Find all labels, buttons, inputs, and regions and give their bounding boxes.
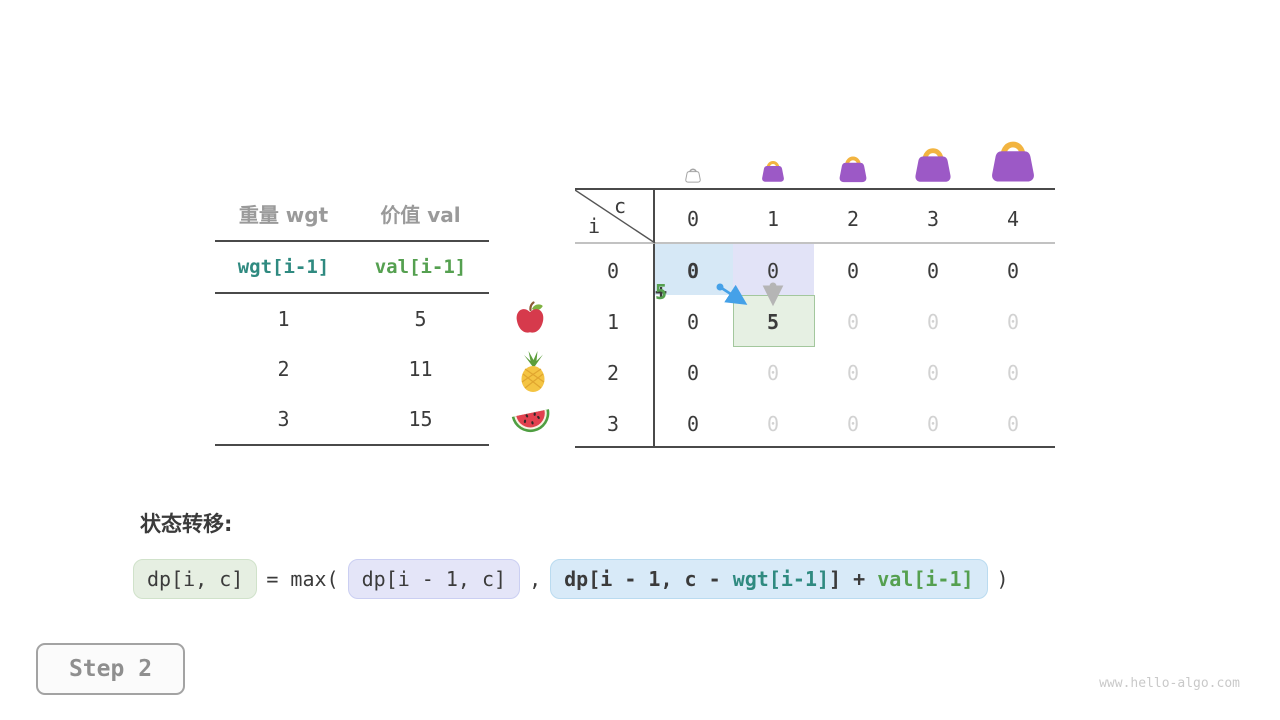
item1-weight: 1 [277,307,290,331]
dp-cell-3-4: 0 [1006,412,1020,436]
value-column-header: 价值 val [380,202,461,227]
row-header-3: 3 [606,412,620,436]
dp-table: c i 0 1 2 3 4 0 1 2 3 0 0 0 0 0 0 5 0 0 … [575,188,1055,448]
bag-medium-icon [838,151,868,183]
formula-equals-max: = max( [266,567,339,591]
weight-column-header: 重量 wgt [238,202,329,227]
item3-value: 15 [408,407,433,431]
dp-cell-2-0: 0 [686,361,700,385]
state-transfer-formula: dp[i, c] = max( dp[i - 1, c] , dp[i - 1,… [133,559,1009,599]
dp-cell-1-4: 0 [1006,310,1020,334]
formula-chip-option-skip: dp[i - 1, c] [347,559,521,599]
formula-comma: , [529,567,542,591]
dp-cell-0-1: 0 [766,259,780,283]
item-row-3: 3 15 [215,394,489,444]
dp-cell-0-0: 0 [686,259,700,283]
bag-large-icon [913,141,953,183]
watermelon-icon [511,404,551,438]
item2-weight: 2 [277,357,290,381]
item1-value: 5 [414,307,427,331]
dp-cell-1-3: 0 [926,310,940,334]
dp-cell-3-1: 0 [766,412,780,436]
dp-cell-2-1: 0 [766,361,780,385]
table-vertical-divider [653,190,655,446]
col-header-0: 0 [686,207,700,231]
formula-chip-dp-current: dp[i, c] [133,559,258,599]
pineapple-icon [517,351,549,393]
dp-cell-1-1: 5 [766,310,780,334]
dp-cell-0-2: 0 [846,259,860,283]
dp-cell-1-2: 0 [846,310,860,334]
apple-icon [514,301,546,335]
col-header-2: 2 [846,207,860,231]
item3-weight: 3 [277,407,290,431]
bag-small-icon [761,156,785,183]
state-transfer-label: 状态转移: [140,512,233,536]
dp-cell-2-3: 0 [926,361,940,385]
formula-close-paren: ) [996,567,1009,591]
watermark: www.hello-algo.com [1099,676,1240,691]
step-button-label: Step 2 [68,656,153,682]
dp-cell-2-4: 0 [1006,361,1020,385]
item-row-1: 1 5 [215,294,489,344]
corner-col-label: c [613,194,627,218]
dp-cell-1-0: 0 [686,310,700,334]
formula-chip-option-take: dp[i - 1, c - wgt[i-1]] + val[i-1] [550,559,988,599]
row-header-1: 1 [606,310,620,334]
dp-cell-3-0: 0 [686,412,700,436]
items-table: 重量 wgt 价值 val wgt[i-1] val[i-1] 1 5 2 11… [215,186,489,446]
bag-xlarge-icon [989,133,1037,183]
step-button[interactable]: Step 2 [36,643,185,695]
item2-value: 11 [408,357,433,381]
items-table-subheader: wgt[i-1] val[i-1] [215,242,489,294]
col-header-1: 1 [766,207,780,231]
val-subheader: val[i-1] [374,256,467,278]
corner-row-label: i [587,214,601,238]
dp-cell-3-3: 0 [926,412,940,436]
wgt-subheader: wgt[i-1] [237,256,330,278]
item-row-2: 2 11 [215,344,489,394]
items-table-header: 重量 wgt 价值 val [215,186,489,242]
formula-wgt-term: wgt[i-1] [732,567,830,591]
col-header-4: 4 [1006,207,1020,231]
formula-val-term: val[i-1] [877,567,974,591]
col-header-3: 3 [926,207,940,231]
row-header-2: 2 [606,361,620,385]
dp-cell-2-2: 0 [846,361,860,385]
dp-cell-3-2: 0 [846,412,860,436]
bag-outline-icon [685,165,701,183]
dp-cell-0-4: 0 [1006,259,1020,283]
table-header-divider [575,242,1055,244]
row-header-0: 0 [606,259,620,283]
dp-cell-0-3: 0 [926,259,940,283]
